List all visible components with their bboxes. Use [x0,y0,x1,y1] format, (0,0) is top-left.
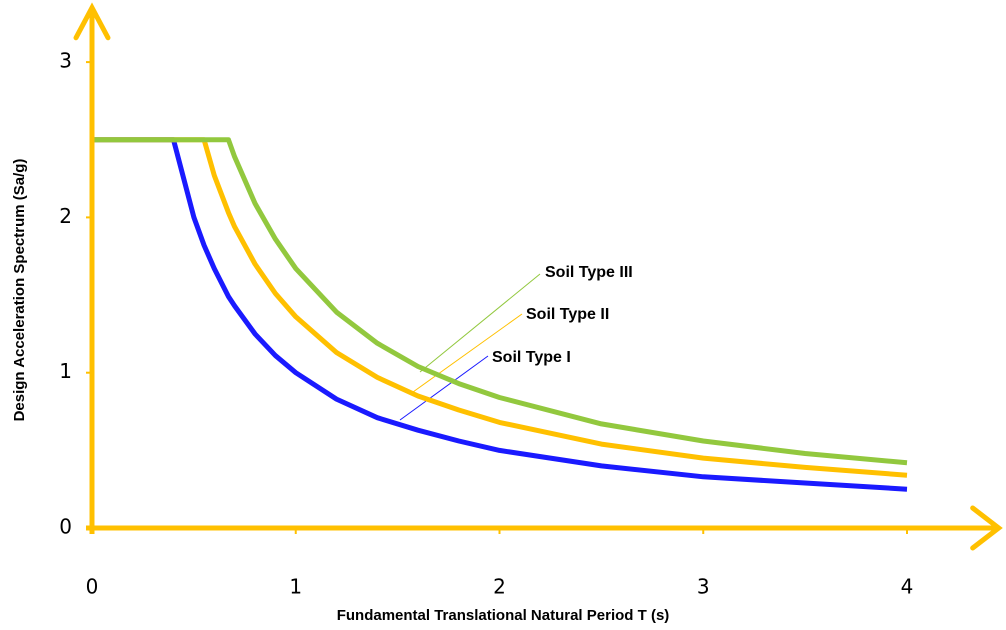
x-tick-label: 1 [289,575,302,599]
x-axis-arrow [970,505,1003,551]
x-tick-label: 3 [697,575,710,599]
y-tick-label: 1 [59,359,72,383]
leader-line [419,273,541,373]
leader-line [412,313,523,393]
series-label: Soil Type III [545,264,633,281]
series-label: Soil Type II [526,306,609,323]
x-tick-label: 2 [493,575,506,599]
y-tick-label: 0 [59,515,72,539]
leader-line [399,355,489,421]
y-tick-label: 2 [59,204,72,228]
series-line [92,137,908,466]
x-tick-label: 0 [86,575,99,599]
y-axis-label: Design Acceleration Spectrum (Sa/g) [11,159,28,422]
y-axis-arrow [73,2,111,41]
series-line [92,137,908,492]
y-tick-label: 3 [59,49,72,73]
x-axis-label: Fundamental Translational Natural Period… [337,607,670,624]
series-label: Soil Type I [492,349,571,366]
x-tick-label: 4 [901,575,914,599]
